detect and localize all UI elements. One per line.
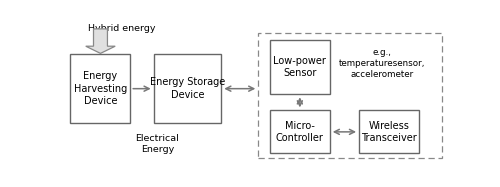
Text: Micro-
Controller: Micro- Controller: [276, 121, 324, 143]
FancyBboxPatch shape: [270, 110, 330, 154]
Text: Energy
Harvesting
Device: Energy Harvesting Device: [74, 71, 127, 106]
Text: Energy Storage
Device: Energy Storage Device: [150, 77, 225, 100]
Text: e.g.,
temperaturesensor,
accelerometer: e.g., temperaturesensor, accelerometer: [339, 48, 426, 79]
Text: Wireless
Transceiver: Wireless Transceiver: [361, 121, 417, 143]
Text: Hybrid energy: Hybrid energy: [88, 24, 155, 33]
FancyBboxPatch shape: [359, 110, 419, 154]
Polygon shape: [86, 29, 115, 53]
Text: Low-power
Sensor: Low-power Sensor: [274, 56, 326, 78]
FancyBboxPatch shape: [154, 54, 222, 123]
FancyBboxPatch shape: [270, 40, 330, 94]
Text: Electrical
Energy: Electrical Energy: [136, 134, 180, 154]
FancyBboxPatch shape: [70, 54, 130, 123]
